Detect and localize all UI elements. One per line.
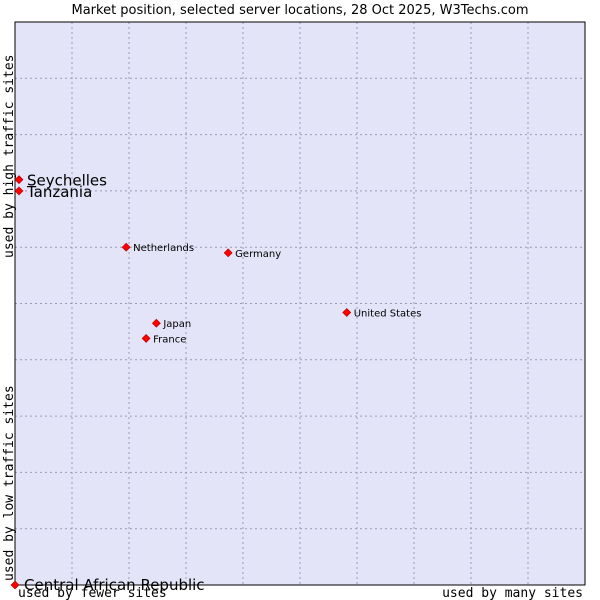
y-axis-label-low: used by low traffic sites [2,385,17,581]
point-label-united-states: United States [354,309,422,320]
point-marker-netherlands [121,242,131,252]
point-marker-seychelles [14,175,24,185]
point-marker-france [141,333,151,343]
point-label-tanzania: Tanzania [26,183,92,201]
plot-area [14,21,586,586]
point-label-seychelles: Seychelles [27,172,107,190]
point-marker-germany [223,248,233,258]
point-label-japan: Japan [162,319,191,330]
y-axis-label-high: used by high traffic sites [2,55,17,259]
plot-border [14,21,586,586]
chart-title: Market position, selected server locatio… [71,3,528,18]
point-label-france: France [153,334,186,345]
x-axis-label-low: used by fewer sites [18,586,167,600]
point-marker-united-states [342,308,352,317]
point-label-central-african-republic: Central African Republic [24,576,205,594]
point-label-germany: Germany [235,249,281,260]
point-marker-central-african-republic [10,580,20,590]
point-marker-tanzania [14,186,24,196]
point-marker-japan [151,318,161,328]
point-label-netherlands: Netherlands [133,243,194,254]
x-axis-label-high: used by many sites [442,586,583,600]
